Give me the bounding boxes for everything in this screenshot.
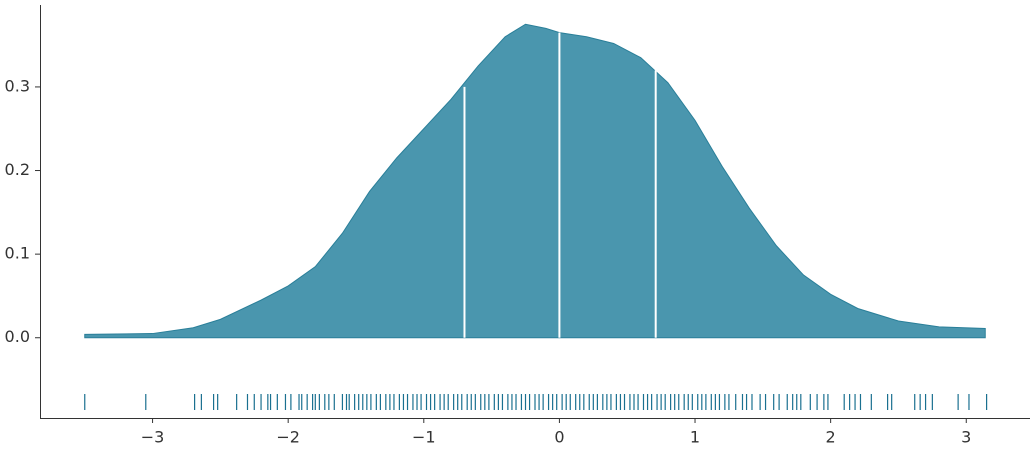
y-tick-label: 0.0: [5, 327, 30, 346]
x-tick-label: 3: [961, 428, 971, 447]
y-tick-label: 0.2: [5, 160, 30, 179]
x-tick-label: −2: [276, 428, 300, 447]
y-tick-label: 0.1: [5, 244, 30, 263]
x-tick-label: 1: [690, 428, 700, 447]
x-tick-label: −1: [412, 428, 436, 447]
x-tick-label: 0: [554, 428, 564, 447]
x-tick-label: −3: [141, 428, 165, 447]
x-tick-label: 2: [826, 428, 836, 447]
y-tick-label: 0.3: [5, 76, 30, 95]
density-area: [84, 23, 986, 339]
